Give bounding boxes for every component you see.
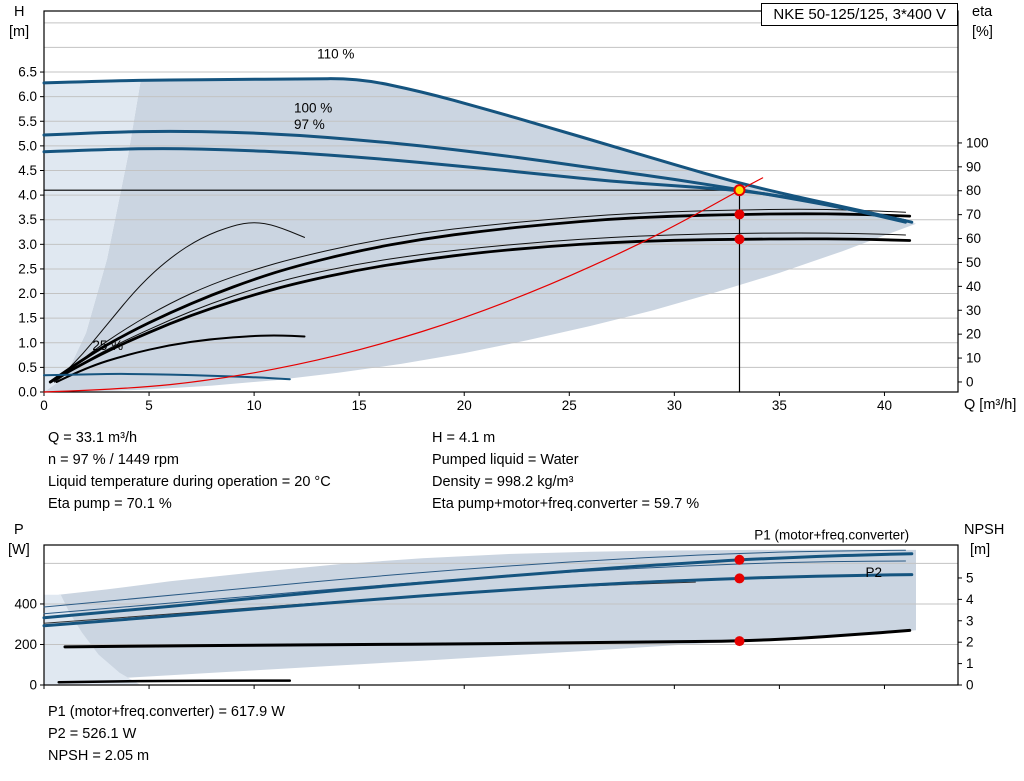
npsh-axis-label: NPSH — [964, 522, 1005, 538]
svg-text:30: 30 — [667, 398, 682, 413]
svg-text:4.0: 4.0 — [18, 188, 37, 203]
p-axis-label: P — [14, 522, 24, 538]
svg-text:10: 10 — [247, 398, 262, 413]
svg-text:5: 5 — [966, 570, 974, 585]
svg-text:0.5: 0.5 — [18, 360, 37, 375]
svg-text:90: 90 — [966, 159, 981, 174]
svg-text:P1 (motor+freq.converter): P1 (motor+freq.converter) — [754, 528, 909, 543]
svg-text:3.5: 3.5 — [18, 212, 37, 227]
svg-text:40: 40 — [877, 398, 892, 413]
pump-title-box: NKE 50-125/125, 3*400 V — [761, 3, 958, 26]
svg-text:100 %: 100 % — [294, 100, 332, 115]
svg-text:70: 70 — [966, 207, 981, 222]
svg-text:400: 400 — [14, 596, 37, 611]
svg-text:1.5: 1.5 — [18, 311, 37, 326]
info-n: n = 97 % / 1449 rpm — [48, 452, 179, 468]
p-axis-unit: [W] — [8, 542, 30, 558]
svg-text:50: 50 — [966, 255, 981, 270]
svg-text:0: 0 — [40, 398, 48, 413]
svg-text:5: 5 — [145, 398, 153, 413]
svg-text:30: 30 — [966, 303, 981, 318]
svg-text:100: 100 — [966, 135, 989, 150]
svg-text:6.5: 6.5 — [18, 65, 37, 80]
power-chart: 0 200 400 0 1 2 3 4 5 P1 (motor+freq.converter) P2 — [14, 528, 974, 693]
svg-text:0: 0 — [966, 678, 974, 693]
svg-text:2.5: 2.5 — [18, 261, 37, 276]
info-h: H = 4.1 m — [432, 430, 496, 446]
svg-text:3.0: 3.0 — [18, 237, 37, 252]
qh-chart: 0 5 10 15 20 25 30 35 40 0.0 0.5 1.0 1.5 2.0 2.5 3.0 3.5… — [18, 10, 989, 413]
svg-text:40: 40 — [966, 279, 981, 294]
svg-text:110 %: 110 % — [317, 46, 354, 61]
h-axis-label: H — [14, 4, 25, 20]
svg-text:2.0: 2.0 — [18, 286, 37, 301]
info-q: Q = 33.1 m³/h — [48, 430, 138, 446]
svg-text:35: 35 — [772, 398, 787, 413]
svg-text:15: 15 — [352, 398, 367, 413]
svg-text:2: 2 — [966, 635, 974, 650]
svg-text:4.5: 4.5 — [18, 163, 37, 178]
svg-text:0.0: 0.0 — [18, 385, 37, 400]
info-temperature: Liquid temperature during operation = 20… — [48, 474, 331, 490]
npsh-axis-unit: [m] — [970, 542, 991, 558]
svg-text:80: 80 — [966, 183, 981, 198]
svg-text:5.5: 5.5 — [18, 114, 37, 129]
svg-text:20: 20 — [966, 327, 981, 342]
svg-text:4: 4 — [966, 592, 974, 607]
result-p2: P2 = 526.1 W — [48, 726, 137, 742]
info-density: Density = 998.2 kg/m³ — [432, 474, 574, 490]
svg-text:6.0: 6.0 — [18, 89, 37, 104]
svg-text:3: 3 — [966, 613, 974, 628]
h-axis-unit: [m] — [9, 24, 30, 40]
eta-axis-label: eta — [972, 4, 993, 20]
info-eta-total: Eta pump+motor+freq.converter = 59.7 % — [432, 496, 700, 512]
svg-text:P2: P2 — [866, 565, 883, 580]
svg-text:60: 60 — [966, 231, 981, 246]
svg-text:1: 1 — [966, 656, 974, 671]
svg-text:10: 10 — [966, 351, 981, 366]
eta-axis-unit: [%] — [972, 24, 993, 40]
svg-text:1.0: 1.0 — [18, 335, 37, 350]
result-npsh: NPSH = 2.05 m — [48, 748, 150, 764]
svg-text:0: 0 — [966, 374, 974, 389]
svg-text:20: 20 — [457, 398, 472, 413]
svg-text:97 %: 97 % — [294, 117, 325, 132]
svg-text:0: 0 — [29, 678, 37, 693]
svg-text:25: 25 — [562, 398, 577, 413]
svg-text:5.0: 5.0 — [18, 138, 37, 153]
svg-text:25 %: 25 % — [92, 338, 123, 353]
info-liquid: Pumped liquid = Water — [432, 452, 579, 468]
info-eta-pump: Eta pump = 70.1 % — [48, 496, 172, 512]
q-axis-label: Q [m³/h] — [964, 397, 1017, 413]
result-p1: P1 (motor+freq.converter) = 617.9 W — [48, 704, 285, 720]
svg-text:200: 200 — [14, 637, 37, 652]
